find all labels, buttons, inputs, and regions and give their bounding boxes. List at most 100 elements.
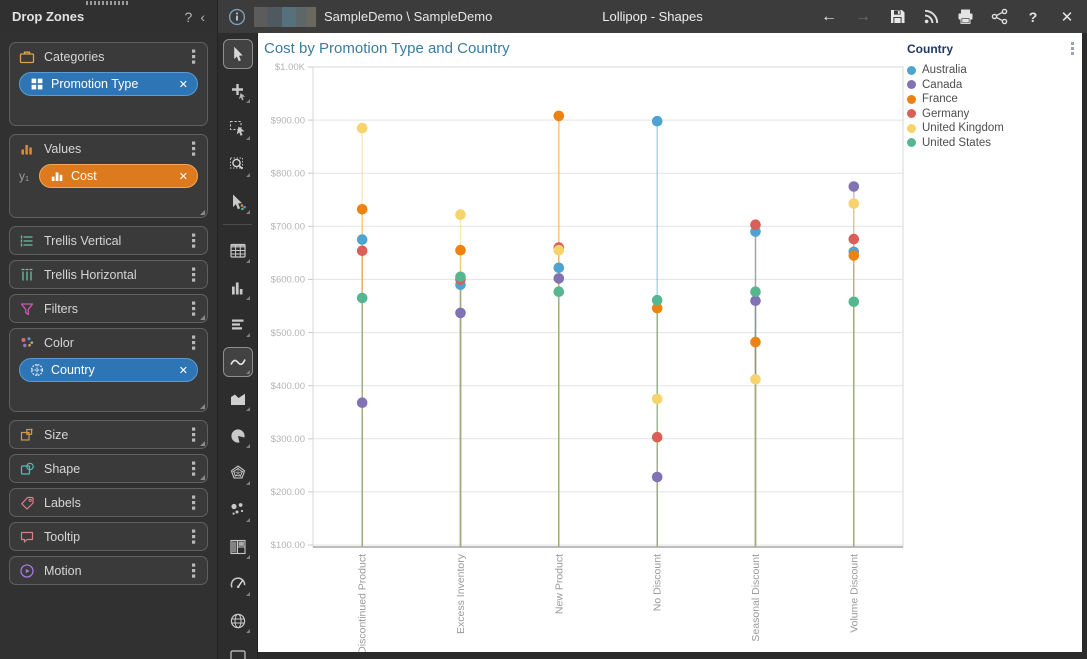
gauge-visualization[interactable] [223,569,253,599]
lollipop-dot[interactable] [651,302,663,314]
kebab-menu-icon[interactable] [189,141,199,157]
lollipop-dot[interactable] [455,271,466,283]
lollipop-dot[interactable] [553,262,565,274]
legend-item-germany[interactable]: Germany [907,107,1075,121]
lollipop-dot[interactable] [356,234,368,245]
lollipop-dot[interactable] [651,115,663,127]
kebab-menu-icon[interactable] [189,563,199,579]
dropzone-header: Tooltip [10,523,207,550]
lollipop-dot[interactable] [651,294,663,306]
toolbar-divider [223,224,252,225]
field-pill-cost[interactable]: Cost ✕ [39,164,198,188]
legend-item-australia[interactable]: Australia [907,63,1075,77]
lollipop-dot[interactable] [356,245,368,257]
lollipop-dot[interactable] [553,273,565,284]
dropzone-title: Trellis Horizontal [44,267,137,282]
zoom-area-tool[interactable] [223,150,253,180]
lollipop-dot[interactable] [651,393,663,405]
lollipop-dot[interactable] [553,286,565,297]
lollipop-dot[interactable] [750,295,761,307]
lollipop-dot[interactable] [848,198,860,209]
line-chart-visualization[interactable] [222,347,253,377]
kebab-menu-icon[interactable] [189,529,199,545]
marquee-select-tool[interactable] [223,113,253,143]
dropzone-color[interactable]: Color Country ✕ [9,328,208,412]
lollipop-dot[interactable] [848,296,860,308]
info-icon[interactable] [228,8,246,26]
panel-drag-handle[interactable] [86,1,128,5]
lollipop-dot[interactable] [356,292,368,304]
kebab-menu-icon[interactable] [189,335,199,351]
print-button[interactable] [955,7,975,27]
dropzone-filters[interactable]: Filters [9,294,208,323]
kebab-menu-icon[interactable] [189,461,199,477]
kebab-menu-icon[interactable] [189,301,199,317]
help-icon[interactable]: ? [184,8,193,25]
lollipop-dot[interactable] [356,204,368,215]
kebab-menu-icon[interactable] [189,49,199,65]
share-button[interactable] [989,7,1009,27]
dropzone-size[interactable]: Size [9,420,208,449]
back-button[interactable]: ← [819,7,839,27]
lollipop-dot[interactable] [455,244,466,256]
publish-button[interactable] [921,7,941,27]
field-pill-promotion-type[interactable]: Promotion Type ✕ [19,72,198,96]
dropzone-labels[interactable]: Labels [9,488,208,517]
legend-kebab-menu-icon[interactable] [1071,42,1075,56]
dropzone-tooltip[interactable]: Tooltip [9,522,208,551]
lollipop-chart[interactable]: $1.00K $900.00 $800.00 $700.00 $600.00 $500.0… [258,33,1082,652]
remove-field-icon[interactable]: ✕ [178,170,188,183]
dropzone-values[interactable]: Values y₁ Cost ✕ [9,134,208,218]
lollipop-dot[interactable] [356,122,368,134]
lollipop-dot[interactable] [455,209,466,220]
pie-chart-visualization[interactable] [223,421,253,451]
treemap-visualization[interactable] [223,532,253,562]
field-pill-country[interactable]: Country ✕ [19,358,198,382]
dropzone-trellis-vertical[interactable]: Trellis Vertical [9,226,208,255]
highlight-tool[interactable] [223,187,253,217]
scatter-chart-visualization[interactable] [223,495,253,525]
forward-button[interactable]: → [853,7,873,27]
lollipop-dot[interactable] [750,336,761,348]
collapse-panel-icon[interactable]: ‹ [200,8,205,25]
save-button[interactable] [887,7,907,27]
lollipop-dot[interactable] [651,471,663,483]
grid-visualization[interactable] [223,236,253,266]
legend-item-united-states[interactable]: United States [907,136,1075,150]
remove-field-icon[interactable]: ✕ [178,78,188,91]
kebab-menu-icon[interactable] [189,495,199,511]
dropzone-trellis-horizontal[interactable]: Trellis Horizontal [9,260,208,289]
column-chart-visualization[interactable] [223,273,253,303]
bar-chart-visualization[interactable] [223,310,253,340]
dropzone-categories[interactable]: Categories Promotion Type ✕ [9,42,208,126]
area-chart-visualization[interactable] [223,384,253,414]
remove-field-icon[interactable]: ✕ [178,364,188,377]
kebab-menu-icon[interactable] [189,427,199,443]
lollipop-dot[interactable] [455,307,466,319]
close-button[interactable]: ✕ [1057,7,1077,27]
more-visualization[interactable] [223,643,253,659]
lollipop-dot[interactable] [356,397,368,409]
legend-item-united-kingdom[interactable]: United Kingdom [907,121,1075,135]
legend-item-canada[interactable]: Canada [907,78,1075,92]
add-pointer-tool[interactable] [223,76,253,106]
lollipop-dot[interactable] [553,244,565,256]
lollipop-dot[interactable] [651,431,663,443]
dropzone-motion[interactable]: Motion [9,556,208,585]
lollipop-dot[interactable] [750,219,761,230]
lollipop-dot[interactable] [848,233,860,245]
kebab-menu-icon[interactable] [189,267,199,283]
lollipop-dot[interactable] [750,286,761,297]
dropzone-shape[interactable]: Shape [9,454,208,483]
radar-chart-visualization[interactable] [223,458,253,488]
kebab-menu-icon[interactable] [189,233,199,249]
lollipop-dot[interactable] [553,110,565,122]
lollipop-dot[interactable] [750,374,761,385]
dropzone-header: Labels [10,489,207,516]
help-button[interactable]: ? [1023,7,1043,27]
map-visualization[interactable] [223,606,253,636]
lollipop-dot[interactable] [848,250,860,261]
pointer-tool[interactable] [222,39,253,69]
lollipop-dot[interactable] [848,181,860,192]
legend-item-france[interactable]: France [907,92,1075,106]
